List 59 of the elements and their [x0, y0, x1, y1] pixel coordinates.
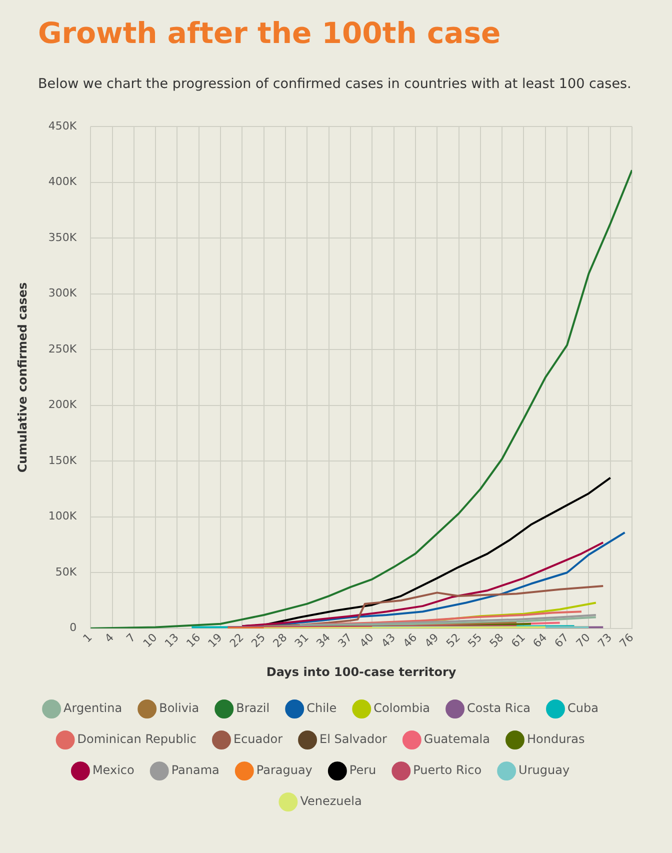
legend-label: Bolivia: [159, 701, 200, 716]
y-tick-label: 300K: [48, 286, 78, 300]
legend-label: Paraguay: [256, 763, 312, 778]
x-tick-label: 16: [184, 630, 204, 650]
chart-subtitle: Below we chart the progression of confirmed cases in countries with at least 100 cases.: [37, 75, 632, 92]
x-tick-label: 46: [400, 630, 420, 650]
x-tick-label: 13: [162, 630, 182, 650]
x-tick-label: 34: [314, 630, 333, 650]
x-tick-label: 4: [102, 630, 116, 646]
x-tick-label: 40: [357, 630, 376, 650]
x-tick-label: 7: [124, 630, 138, 646]
x-tick-label: 31: [292, 630, 312, 650]
legend-label: Brazil: [236, 701, 270, 716]
x-tick-label: 58: [487, 630, 506, 650]
legend-label: El Salvador: [320, 732, 387, 746]
x-tick-label: 22: [227, 630, 246, 650]
chart-title: Growth after the 100th case: [37, 15, 502, 50]
legend-label: Guatemala: [424, 732, 490, 746]
x-tick-label: 73: [595, 630, 614, 650]
y-tick-label: 0: [70, 621, 77, 634]
legend-label: Argentina: [64, 701, 122, 716]
x-tick-label: 1: [80, 630, 95, 646]
legend-label: Ecuador: [233, 732, 283, 746]
x-tick-label: 76: [617, 630, 636, 650]
x-tick-label: 55: [465, 630, 485, 650]
y-tick-label: 450K: [48, 119, 78, 132]
x-tick-label: 37: [336, 630, 355, 650]
legend-label: Puerto Rico: [413, 763, 482, 778]
x-tick-label: 70: [574, 630, 593, 650]
legend-label: Cuba: [567, 701, 598, 716]
y-tick-label: 50K: [55, 565, 78, 578]
x-tick-label: 64: [530, 630, 550, 650]
x-tick-label: 61: [508, 630, 528, 650]
y-axis-title: Cumulative confirmed cases: [15, 282, 30, 473]
legend-label: Venezuela: [300, 794, 362, 808]
y-tick-label: 400K: [48, 175, 78, 188]
x-axis-title: Days into 100-case territory: [266, 664, 456, 679]
y-tick-label: 100K: [48, 510, 78, 523]
legend-label: Panama: [171, 763, 220, 778]
y-tick-label: 200K: [48, 398, 78, 412]
x-tick-label: 25: [248, 630, 268, 650]
legend-label: Dominican Republic: [77, 732, 196, 746]
x-tick-label: 67: [552, 630, 572, 650]
x-tick-label: 52: [444, 630, 463, 650]
legend-label: Chile: [306, 701, 337, 716]
x-tick-label: 10: [140, 630, 160, 650]
x-tick-label: 19: [206, 630, 225, 650]
legend-label: Honduras: [526, 732, 585, 746]
legend-label: Uruguay: [518, 763, 570, 778]
y-tick-label: 250K: [48, 342, 78, 356]
x-tick-label: 28: [270, 630, 290, 650]
x-tick-label: 43: [378, 630, 398, 650]
legend-label: Costa Rica: [467, 701, 530, 716]
legend-label: Colombia: [374, 701, 430, 716]
legend-label: Peru: [349, 763, 376, 778]
y-tick-label: 350K: [48, 230, 78, 244]
x-tick-label: 49: [422, 630, 442, 650]
y-tick-label: 150K: [48, 454, 78, 467]
legend-label: Mexico: [92, 763, 134, 778]
